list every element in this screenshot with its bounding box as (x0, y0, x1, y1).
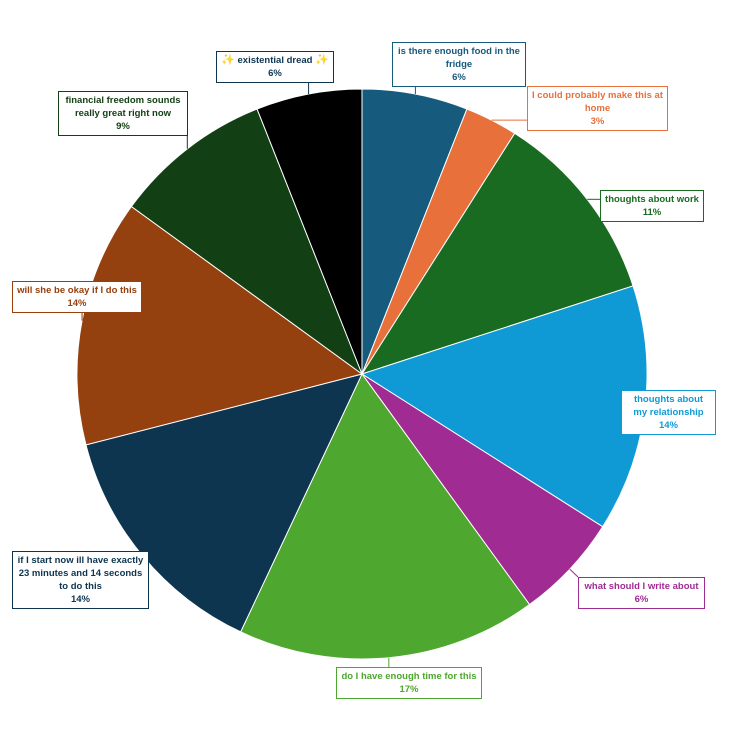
data-label-write-about: what should I write about 6% (578, 577, 705, 609)
data-label-existential: ✨ existential dread ✨ 6% (216, 51, 334, 83)
star-icon: ✨ (221, 54, 235, 66)
leader-line (569, 568, 579, 578)
data-label-enough-time: do I have enough time for this 17% (336, 667, 482, 699)
star-icon: ✨ (315, 54, 329, 66)
pie-slice (360, 132, 634, 375)
data-label-will-she: will she be okay if I do this 14% (12, 281, 142, 313)
data-label-work: thoughts about work 11% (600, 190, 704, 222)
data-label-start-now: if I start now ill have exactly 23 minut… (12, 551, 149, 609)
data-label-fridge: is there enough food in the fridge 6% (392, 42, 526, 87)
data-label-make-at-home: I could probably make this at home 3% (527, 86, 668, 131)
data-label-relationship: thoughts about my relationship 14% (621, 390, 716, 435)
pie-slice (256, 88, 363, 375)
pie-slices (76, 88, 648, 660)
data-label-financial: financial freedom sounds really great ri… (58, 91, 188, 136)
leader-lines (81, 83, 600, 667)
pie-slice (76, 205, 364, 446)
